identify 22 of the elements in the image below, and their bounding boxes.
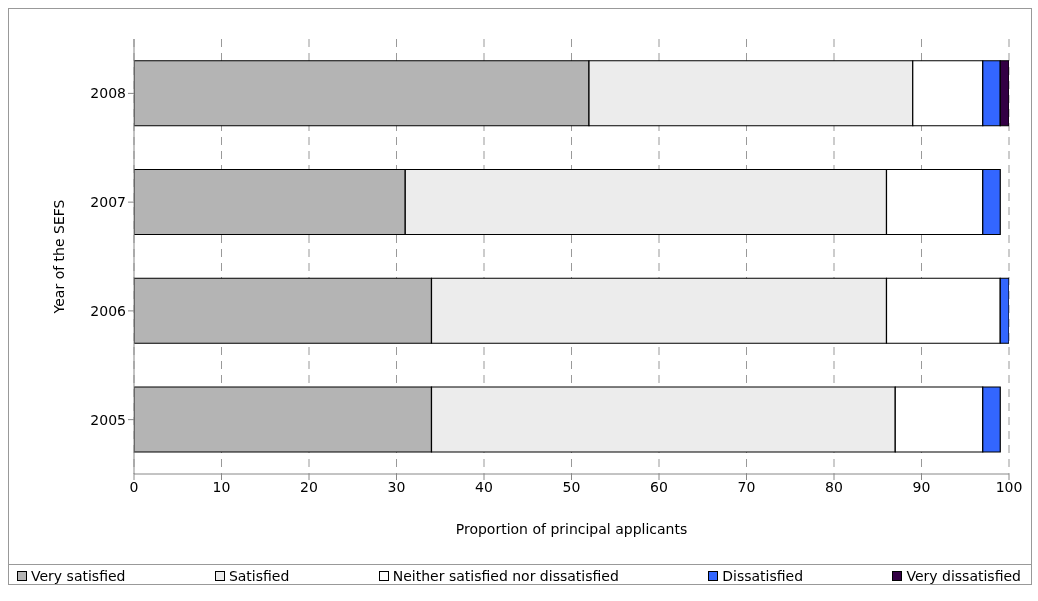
y-tick-label: 2005 <box>90 411 126 428</box>
x-tick-label: 50 <box>562 478 581 495</box>
x-tick-label: 70 <box>737 478 756 495</box>
x-tick-label: 30 <box>387 478 406 495</box>
x-tick-label: 0 <box>129 478 139 495</box>
legend-label: Satisfied <box>227 568 290 584</box>
x-tick-label: 40 <box>475 478 493 495</box>
legend-label: Neither satisfied nor dissatisfied <box>391 568 619 584</box>
y-tick-label: 2008 <box>90 85 126 102</box>
x-tick-label: 90 <box>912 478 931 495</box>
x-tick-label: 10 <box>212 478 231 495</box>
x-axis-title: Proportion of principal applicants <box>455 521 688 537</box>
y-tick-label: 2006 <box>90 302 127 319</box>
x-tick-label: 20 <box>300 478 318 495</box>
y-tick-label: 2007 <box>90 194 126 211</box>
legend-label: Very satisfied <box>30 568 126 584</box>
y-axis-title: Year of the SEFS <box>50 199 67 315</box>
legend-label: Very dissatisfied <box>905 568 1021 584</box>
x-tick-label: 80 <box>825 478 843 495</box>
x-tick-label: 100 <box>995 478 1023 495</box>
legend-label: Dissatisfied <box>721 568 804 584</box>
x-tick-label: 60 <box>650 478 668 495</box>
